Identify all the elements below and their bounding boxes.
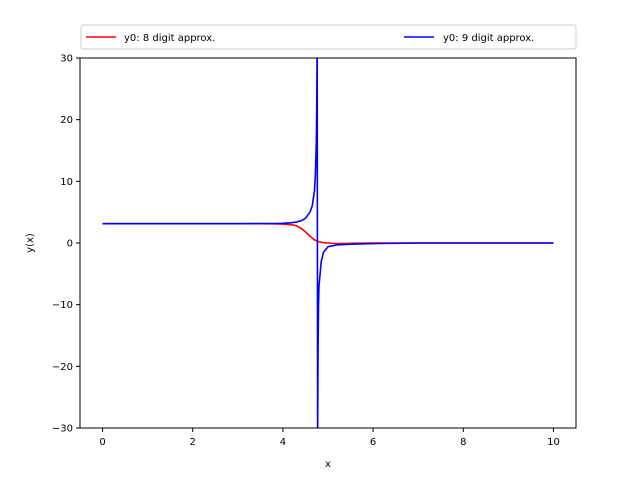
x-tick-label: 4: [280, 437, 286, 448]
series-line-1: [102, 58, 554, 428]
x-tick-label: 10: [547, 437, 560, 448]
legend-label-8-digit: y0: 8 digit approx.: [124, 33, 215, 44]
x-axis-label: x: [325, 459, 331, 470]
x-tick-label: 2: [190, 437, 196, 448]
y-tick-label: 0: [67, 239, 73, 250]
legend-label-9-digit: y0: 9 digit approx.: [443, 33, 534, 44]
y-axis-ticks: −30 −20 −10 0 10 20 30: [52, 54, 80, 435]
x-tick-label: 0: [99, 437, 105, 448]
y-tick-label: 10: [60, 177, 73, 188]
legend-box: [80, 24, 577, 50]
y-tick-label: −20: [52, 362, 73, 373]
series-layer: [102, 58, 554, 428]
x-tick-label: 8: [460, 437, 466, 448]
legend: y0: 8 digit approx. y0: 9 digit approx.: [80, 24, 577, 50]
y-tick-label: −30: [52, 424, 73, 435]
y-tick-label: 30: [60, 54, 73, 65]
y-tick-label: −10: [52, 300, 73, 311]
x-axis-ticks: 0 2 4 6 8 10: [99, 428, 560, 448]
y-axis-label: y(x): [25, 233, 36, 253]
x-tick-label: 6: [370, 437, 376, 448]
y-tick-label: 20: [60, 115, 73, 126]
